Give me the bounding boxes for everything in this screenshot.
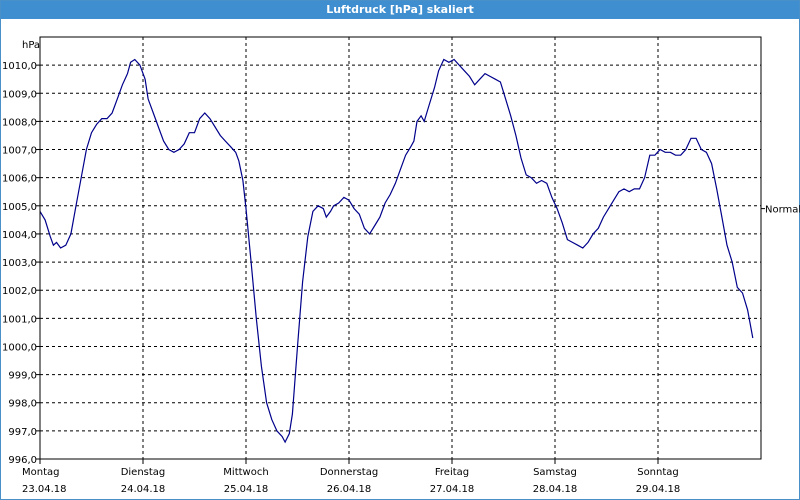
- x-tick-date-label: 28.04.18: [533, 484, 578, 495]
- y-tick-label: 1001,0: [2, 314, 37, 325]
- x-axis-ticks: Montag 23.04.18 Dienstag 24.04.18 Mittwoch 25…: [22, 459, 680, 495]
- x-tick-day-label: Samstag: [533, 467, 577, 478]
- x-tick-date-label: 27.04.18: [430, 484, 475, 495]
- y-tick-label: 997,0: [8, 427, 37, 438]
- y-tick-label: 1005,0: [2, 202, 37, 213]
- x-tick-day-label: Freitag: [435, 467, 469, 478]
- y-tick-label: 1010,0: [2, 61, 37, 72]
- y-tick-label: 996,0: [8, 455, 37, 466]
- series-line-pressure: [39, 58, 754, 444]
- reference-marker: Normal: [761, 205, 800, 216]
- y-tick-label: 1007,0: [2, 146, 37, 157]
- x-tick-date-label: 25.04.18: [224, 484, 269, 495]
- window-title: Luftdruck [hPa] skaliert: [1, 1, 799, 19]
- y-tick-label: 1000,0: [2, 342, 37, 353]
- x-tick-day-label: Mittwoch: [223, 467, 268, 478]
- chart-grid: [40, 37, 761, 459]
- x-tick-day-label: Montag: [22, 467, 59, 478]
- y-tick-label: 1006,0: [2, 174, 37, 185]
- y-axis-ticks: 996,0 997,0 998,0 999,0 1000,0 1001,0 1002,0 10…: [2, 61, 40, 466]
- x-tick-date-label: 23.04.18: [22, 484, 67, 495]
- y-tick-label: 998,0: [8, 399, 37, 410]
- reference-label: Normal: [765, 205, 800, 216]
- x-tick-day-label: Dienstag: [121, 467, 166, 478]
- y-tick-label: 1003,0: [2, 258, 37, 269]
- y-tick-label: 1008,0: [2, 117, 37, 128]
- plot-frame: [39, 36, 762, 460]
- y-tick-label: 1002,0: [2, 286, 37, 297]
- x-tick-date-label: 26.04.18: [327, 484, 372, 495]
- y-tick-label: 1009,0: [2, 89, 37, 100]
- x-tick-day-label: Sonntag: [637, 467, 679, 478]
- y-axis-unit-label: hPa: [22, 40, 40, 51]
- y-tick-label: 999,0: [8, 371, 37, 382]
- y-tick-label: 1004,0: [2, 230, 37, 241]
- x-tick-date-label: 29.04.18: [636, 484, 681, 495]
- x-tick-day-label: Donnerstag: [320, 467, 378, 478]
- x-tick-date-label: 24.04.18: [121, 484, 166, 495]
